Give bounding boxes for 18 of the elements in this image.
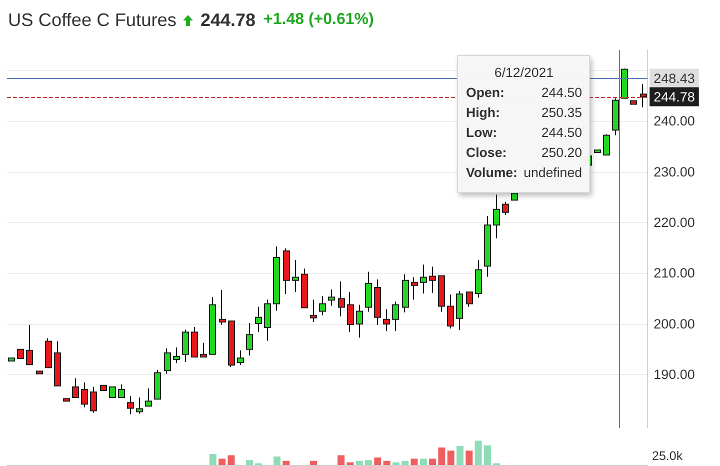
text: Low: 244.50	[466, 125, 582, 140]
y-tick-label: 210.00	[654, 266, 695, 281]
annotation: Volume: undefined	[466, 164, 582, 182]
y-tick-label: 230.00	[654, 164, 695, 180]
text: High: 250.35	[466, 105, 582, 120]
y-tick-label: 220.00	[654, 215, 695, 230]
chart-subtitle: 244.78	[200, 9, 256, 31]
ref-line-label: 248.43	[654, 70, 695, 86]
chart-title: US Coffee C Futures	[8, 9, 176, 31]
y-tick-label: 190.00	[654, 367, 695, 382]
text: Open: 244.50	[466, 85, 582, 100]
y-tick-label: 200.00	[654, 316, 695, 332]
annotation: 6/12/2021	[494, 65, 554, 80]
y-tick-label: 240.00	[654, 114, 695, 129]
text: 25.0k	[652, 449, 684, 463]
text: +1.48 (+0.61%)	[264, 10, 374, 30]
ref-line-label: 244.78	[654, 89, 695, 104]
text: Close: 250.20	[466, 145, 582, 160]
